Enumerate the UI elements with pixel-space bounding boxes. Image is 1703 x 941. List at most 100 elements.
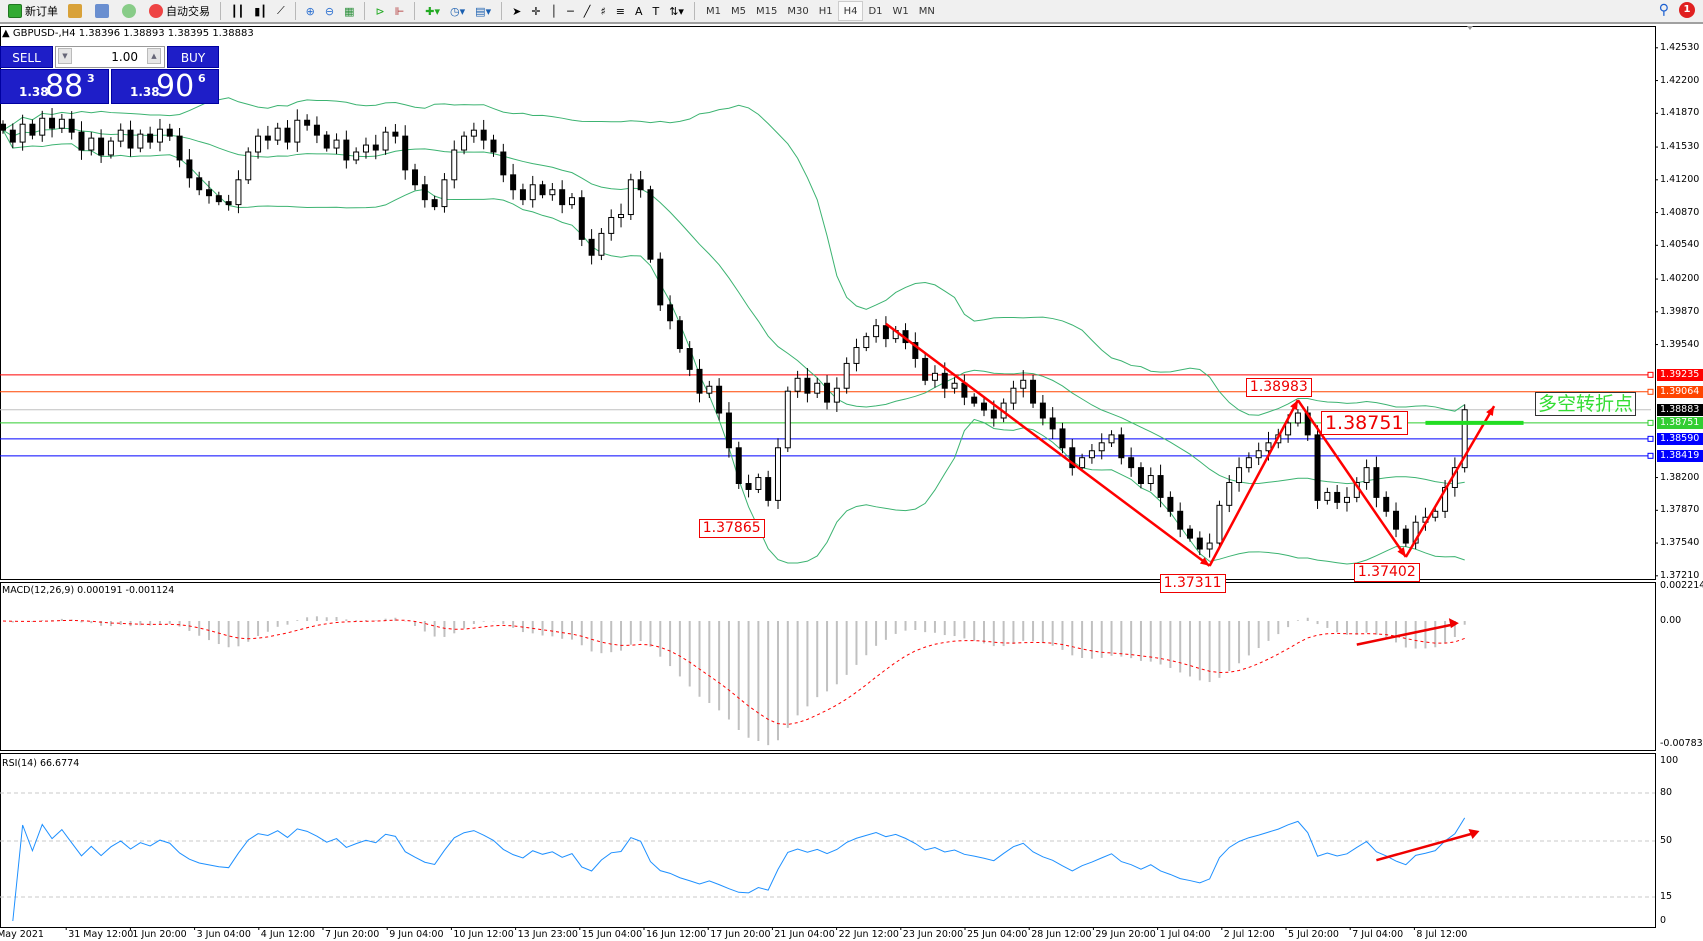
timeframe-m30[interactable]: M30 (787, 5, 809, 17)
bar-chart-button[interactable]: ┃┃ (227, 1, 248, 21)
candle (480, 119, 487, 150)
candle-body (971, 396, 978, 404)
auto-trading-button[interactable]: 自动交易 (145, 1, 214, 21)
chart-canvas[interactable] (0, 26, 1703, 941)
line-chart-button[interactable]: ⟋ (273, 1, 289, 21)
candle (833, 377, 840, 412)
market-watch-button[interactable] (64, 1, 89, 21)
zoom-in-button[interactable]: ⊕ (302, 1, 319, 21)
main-pane (0, 26, 1656, 580)
sell-price-pips: 88 (45, 69, 84, 104)
chart-shift-button[interactable]: ⊩ (391, 1, 409, 21)
timeframe-mn[interactable]: MN (918, 5, 935, 17)
candle-body (1098, 442, 1105, 452)
new-order-icon (8, 4, 22, 18)
price-axis-label: 1.41870 (1660, 107, 1700, 119)
lot-size-input[interactable]: 1.00 (55, 46, 165, 68)
candle (745, 474, 752, 498)
cursor-button[interactable]: ➤ (508, 1, 525, 21)
candle-body (1088, 450, 1095, 459)
candlestick-button[interactable]: ▮┃ (250, 1, 271, 21)
new-order-button[interactable]: 新订单 (4, 1, 62, 21)
candle (882, 316, 889, 348)
trendline-icon: ╱ (583, 4, 591, 18)
macd-pane (0, 582, 1656, 751)
candle-body (412, 169, 419, 186)
data-window-button[interactable] (91, 1, 116, 21)
one-click-trading-panel: SELL 1.00 ▼ ▲ BUY 1.38 88 3 1.38 90 6 (0, 46, 220, 104)
lot-decrease-button[interactable]: ▼ (58, 48, 72, 64)
zoom-out-button[interactable]: ⊖ (321, 1, 338, 21)
periods-button[interactable]: ◷▾ (446, 1, 469, 21)
indicators-button[interactable]: ✚▾ (421, 1, 444, 21)
vertical-line-button[interactable]: │ (547, 1, 562, 21)
candle (147, 126, 154, 149)
text-button[interactable]: A (631, 1, 647, 21)
timeframe-h1[interactable]: H1 (818, 5, 833, 17)
trendline-button[interactable]: ╱ (580, 1, 595, 21)
horizontal-line-button[interactable]: ─ (563, 1, 578, 21)
candle-body (421, 184, 428, 201)
arrowhead-icon (1199, 557, 1210, 566)
fibonacci-button[interactable]: ♯ (596, 1, 609, 21)
candle-body (470, 129, 477, 137)
candle (686, 341, 693, 377)
candle (1412, 515, 1419, 550)
timeframe-m5[interactable]: M5 (730, 5, 746, 17)
candle-body (1236, 467, 1243, 484)
candle (814, 377, 821, 399)
candle-body (725, 412, 732, 449)
candle (657, 252, 664, 311)
candle-body (519, 189, 526, 201)
crosshair-button[interactable]: ✛ (527, 1, 544, 21)
candle-body (117, 129, 124, 142)
price-line-handle-icon (1647, 371, 1654, 378)
candle-body (1373, 467, 1380, 498)
timeframe-m1[interactable]: M1 (705, 5, 721, 17)
channel-icon: ≡ (615, 4, 625, 18)
lot-increase-button[interactable]: ▲ (147, 48, 161, 64)
buy-button[interactable]: BUY (167, 46, 219, 68)
candle-body (490, 139, 497, 153)
timeframe-d1[interactable]: D1 (868, 5, 883, 17)
arrows-button[interactable]: ⇅▾ (665, 1, 688, 21)
search-icon[interactable]: ⚲ (1658, 2, 1669, 18)
buy-price[interactable]: 1.38 90 6 (111, 69, 219, 104)
candle-body (500, 151, 507, 176)
timeframe-m15[interactable]: M15 (755, 5, 778, 17)
candle-body (931, 372, 938, 381)
candle (215, 191, 222, 206)
candle-body (68, 118, 75, 133)
candle (49, 108, 56, 138)
sell-button[interactable]: SELL (0, 46, 53, 68)
candle (235, 170, 242, 214)
candle-body (362, 144, 369, 153)
candle-body (804, 377, 811, 394)
candle (667, 295, 674, 330)
navigator-button[interactable] (118, 1, 143, 21)
candle (873, 318, 880, 343)
candle-body (441, 179, 448, 208)
candle (716, 378, 723, 421)
candle-body (58, 118, 65, 129)
candle-body (539, 184, 546, 196)
timeframe-h4[interactable]: H4 (837, 1, 864, 21)
toolbar-separator (501, 2, 503, 20)
auto-scroll-button[interactable]: ⊳ (371, 1, 388, 21)
text-label-button[interactable]: T (648, 1, 663, 21)
tile-windows-button[interactable]: ▦ (340, 1, 358, 21)
candle (549, 182, 556, 201)
notifications-icon[interactable]: 1 (1679, 2, 1695, 18)
text-icon: A (634, 4, 643, 18)
candle-body (873, 325, 880, 338)
candle-body (1285, 422, 1292, 436)
chart-title-text: GBPUSD-,H4 1.38396 1.38893 1.38395 1.388… (12, 28, 254, 39)
candle-body (78, 131, 85, 151)
sell-price[interactable]: 1.38 88 3 (0, 69, 109, 104)
channel-button[interactable]: ≡ (612, 1, 629, 21)
candle (274, 122, 281, 145)
timeframe-w1[interactable]: W1 (892, 5, 909, 17)
templates-button[interactable]: ▤▾ (471, 1, 495, 21)
candle-body (529, 184, 536, 201)
candle (1343, 487, 1350, 512)
